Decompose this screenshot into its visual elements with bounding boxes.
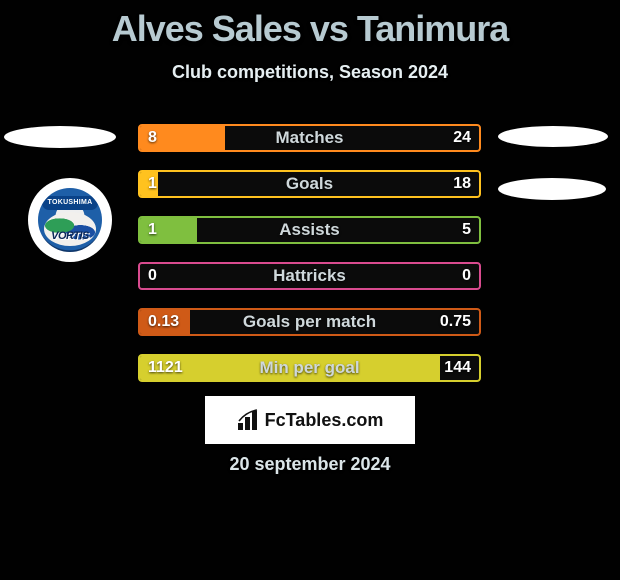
stat-right-value: 5: [462, 218, 471, 242]
stat-label: Goals: [140, 172, 479, 196]
player-photo-placeholder-right-1: [498, 126, 608, 147]
site-tag-label: FcTables.com: [265, 410, 384, 431]
site-tag: FcTables.com: [205, 396, 415, 444]
club-logo: TOKUSHIMA VORTIS: [28, 178, 112, 262]
stat-row: 8Matches24: [138, 124, 481, 152]
fctables-logo-icon: [237, 409, 261, 431]
stat-row: 0.13Goals per match0.75: [138, 308, 481, 336]
club-logo-main-text: VORTIS: [38, 230, 102, 242]
stat-label: Min per goal: [140, 356, 479, 380]
stat-row: 0Hattricks0: [138, 262, 481, 290]
stat-right-value: 0.75: [440, 310, 471, 334]
stat-label: Goals per match: [140, 310, 479, 334]
stat-right-value: 24: [453, 126, 471, 150]
club-logo-top-text: TOKUSHIMA: [42, 196, 98, 210]
stat-row: 1Assists5: [138, 216, 481, 244]
stat-label: Assists: [140, 218, 479, 242]
page-title: Alves Sales vs Tanimura: [0, 0, 620, 50]
stat-label: Matches: [140, 126, 479, 150]
stat-label: Hattricks: [140, 264, 479, 288]
player-photo-placeholder-left: [4, 126, 116, 148]
club-logo-inner: TOKUSHIMA VORTIS: [38, 188, 102, 252]
footer-date: 20 september 2024: [0, 454, 620, 475]
stat-row: 1121Min per goal144: [138, 354, 481, 382]
player-photo-placeholder-right-2: [498, 178, 606, 200]
stat-row: 1Goals18: [138, 170, 481, 198]
stat-right-value: 18: [453, 172, 471, 196]
stat-right-value: 144: [444, 356, 471, 380]
comparison-bars: 8Matches24 1Goals18 1Assists5 0Hattricks0 0.…: [138, 124, 481, 400]
page-subtitle: Club competitions, Season 2024: [0, 62, 620, 83]
stat-right-value: 0: [462, 264, 471, 288]
